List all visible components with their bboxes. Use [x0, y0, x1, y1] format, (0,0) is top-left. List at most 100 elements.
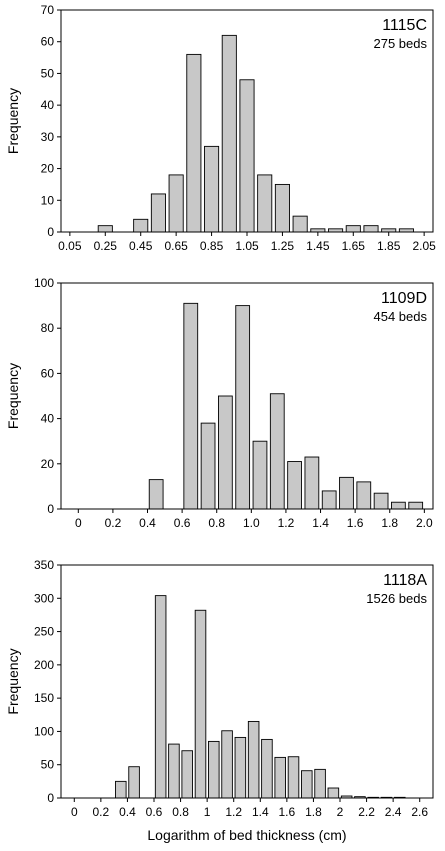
x-tick-label: 0.85	[200, 239, 224, 253]
histogram-bar	[239, 79, 255, 233]
histogram-bar	[257, 174, 273, 233]
histogram-bar	[234, 736, 247, 799]
histogram-bar	[301, 770, 313, 799]
histogram-bar	[391, 501, 406, 510]
x-tick-label: 0.05	[58, 239, 82, 253]
bed-count-label: 275 beds	[374, 36, 428, 51]
histogram-bar	[321, 490, 337, 510]
x-tick-label: 0.4	[119, 805, 136, 819]
histogram-bar	[186, 53, 202, 233]
histogram-bar	[150, 193, 166, 233]
x-tick-label: 1.45	[306, 239, 330, 253]
histogram-bar	[204, 145, 220, 233]
x-tick-label: 0.45	[129, 239, 153, 253]
bed-count-label: 454 beds	[374, 309, 428, 324]
y-tick-label: 70	[41, 3, 55, 17]
x-tick-label: 1.85	[377, 239, 401, 253]
histogram-bar	[274, 183, 290, 233]
y-tick-label: 60	[41, 366, 55, 380]
panel-id-label: 1109D	[381, 290, 427, 307]
histogram-bar	[154, 595, 167, 799]
x-tick-label: 1.2	[278, 516, 295, 530]
histogram-panel-1: 0 10 20 30 40 50 60 70 0.05 0.25 0.45 0.65 0.85 1.05 1…	[5, 3, 436, 253]
y-tick-label: 0	[47, 502, 54, 516]
y-tick-label: 0	[47, 225, 54, 239]
histogram-panel-2: 0 20 40 60 80 100 0 0.2 0.4 0.6 0.8 1.0 1.2 1.4 1.6 1.8…	[5, 276, 434, 530]
panel-id-label: 1118A	[383, 572, 427, 589]
y-tick-label: 40	[41, 98, 55, 112]
histogram-bar	[408, 501, 424, 510]
x-tick-label: 0.6	[146, 805, 163, 819]
histogram-bar	[235, 305, 251, 510]
histogram-bar	[168, 743, 180, 799]
histogram-bar	[148, 479, 164, 510]
panel-id-label: 1115C	[382, 17, 427, 34]
x-tick-label: 1.2	[225, 805, 242, 819]
histogram-bar	[373, 492, 389, 510]
x-tick-label: 0.6	[174, 516, 191, 530]
x-tick-label: 2.4	[385, 805, 402, 819]
y-tick-label: 350	[34, 558, 54, 572]
x-tick-label: 1	[204, 805, 211, 819]
x-tick-label: 2.0	[416, 516, 433, 530]
histogram-bar	[269, 393, 285, 510]
histogram-bar	[221, 34, 237, 233]
histogram-bar	[128, 766, 140, 799]
histogram-bar	[168, 174, 184, 233]
x-tick-label: 2.05	[412, 239, 436, 253]
histogram-bar	[345, 225, 361, 233]
histogram-bar	[274, 756, 286, 799]
x-tick-label: 1.4	[312, 516, 329, 530]
x-tick-label: 0	[75, 516, 82, 530]
x-tick-label: 2.2	[358, 805, 375, 819]
histogram-bar	[261, 738, 273, 799]
y-axis-label: Frequency	[5, 88, 21, 154]
x-tick-label: 1.25	[271, 239, 295, 253]
y-tick-label: 200	[34, 658, 54, 672]
x-tick-label: 1.6	[279, 805, 296, 819]
histogram-bar	[247, 720, 260, 799]
x-tick-label: 1.8	[381, 516, 398, 530]
histogram-bar	[208, 740, 220, 799]
histogram-bar	[339, 476, 354, 510]
histogram-bar	[217, 395, 233, 510]
histogram-bar	[327, 787, 340, 799]
y-tick-label: 40	[41, 412, 55, 426]
y-tick-label: 20	[41, 457, 55, 471]
y-tick-label: 0	[47, 791, 54, 805]
y-tick-label: 30	[41, 130, 55, 144]
y-axis-label: Frequency	[5, 648, 21, 714]
x-tick-label: 0.8	[172, 805, 189, 819]
x-tick-label: 1.4	[252, 805, 269, 819]
y-tick-label: 50	[41, 66, 55, 80]
x-tick-label: 0	[71, 805, 78, 819]
histogram-bar	[181, 750, 193, 799]
x-tick-label: 0.25	[94, 239, 118, 253]
histogram-bar	[314, 768, 326, 799]
y-tick-label: 10	[41, 193, 55, 207]
histogram-bar	[363, 225, 379, 233]
y-tick-label: 20	[41, 162, 55, 176]
x-tick-label: 0.65	[164, 239, 188, 253]
histogram-bar	[183, 302, 199, 510]
histogram-bar	[194, 609, 207, 799]
histogram-bar	[97, 225, 113, 233]
bed-count-label: 1526 beds	[366, 591, 427, 606]
x-axis-label: Logarithm of bed thickness (cm)	[147, 827, 346, 843]
x-tick-label: 1.0	[243, 516, 260, 530]
x-tick-label: 0.2	[93, 805, 110, 819]
histogram-bar	[133, 218, 149, 233]
plot-frame	[60, 282, 434, 510]
y-axis-label: Frequency	[5, 363, 21, 429]
y-tick-label: 250	[34, 625, 54, 639]
x-tick-label: 0.4	[139, 516, 156, 530]
y-tick-label: 100	[34, 276, 54, 290]
y-tick-label: 150	[34, 691, 54, 705]
histogram-bar	[287, 756, 300, 799]
histogram-panel-3: 0 50 100 150 200 250 300 350 0 0.2 0.4 0.6 0.8 1 1.2 1.…	[5, 558, 434, 843]
y-tick-label: 80	[41, 321, 55, 335]
histogram-bar	[287, 461, 302, 510]
histogram-bar	[356, 481, 372, 510]
x-tick-label: 2	[337, 805, 344, 819]
